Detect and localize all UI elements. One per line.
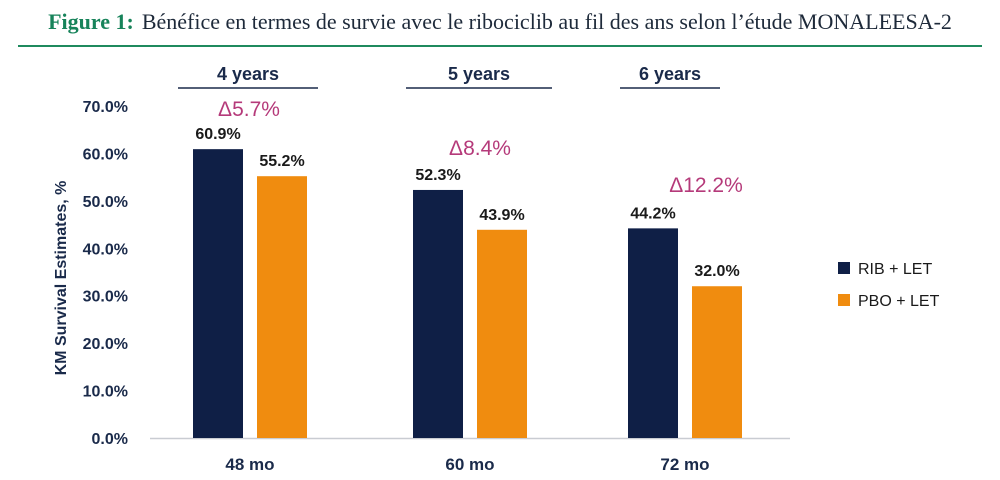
group-titles: 4 years 5 years 6 years xyxy=(178,64,720,89)
bar-rib-let xyxy=(628,228,678,438)
bar-rib-let xyxy=(413,189,463,438)
y-tick-label: 70.0% xyxy=(83,99,128,116)
legend-label: PBO + LET xyxy=(858,293,940,310)
legend-swatch xyxy=(838,294,850,306)
y-tick-label: 30.0% xyxy=(83,289,128,306)
y-axis-label: KM Survival Estimates, % xyxy=(53,181,70,376)
group-title: 4 years xyxy=(217,64,279,84)
x-tick-label: 48 mo xyxy=(225,455,274,474)
figure-caption-text: Bénéfice en termes de survie avec le rib… xyxy=(141,9,952,34)
group-title: 6 years xyxy=(639,64,701,84)
delta-label: Δ8.4% xyxy=(449,137,511,160)
category-labels: 48 mo 60 mo 72 mo xyxy=(225,455,709,474)
delta-label: Δ12.2% xyxy=(669,174,743,197)
legend: RIB + LET PBO + LET xyxy=(838,261,940,310)
y-tick-label: 40.0% xyxy=(83,241,128,258)
figure-label: Figure 1: xyxy=(48,9,134,34)
data-label: 52.3% xyxy=(415,167,460,184)
delta-label: Δ5.7% xyxy=(218,98,280,121)
header-divider xyxy=(18,45,982,47)
y-tick-label: 60.0% xyxy=(83,146,128,163)
y-tick-label: 20.0% xyxy=(83,336,128,353)
data-label: 55.2% xyxy=(259,153,304,170)
bar-pbo-let xyxy=(692,286,742,438)
x-tick-label: 72 mo xyxy=(660,455,709,474)
y-tick-label: 50.0% xyxy=(83,194,128,211)
x-tick-label: 60 mo xyxy=(445,455,494,474)
y-tick-label: 10.0% xyxy=(83,384,128,401)
data-label: 44.2% xyxy=(630,205,675,222)
bars xyxy=(193,149,742,439)
bar-pbo-let xyxy=(477,229,527,438)
data-labels: 60.9% 55.2% 52.3% 43.9% 44.2% 32.0% xyxy=(195,126,739,280)
legend-swatch xyxy=(838,262,850,274)
bar-pbo-let xyxy=(257,176,307,439)
delta-labels: Δ5.7% Δ8.4% Δ12.2% xyxy=(218,98,743,197)
group-title: 5 years xyxy=(448,64,510,84)
legend-label: RIB + LET xyxy=(858,261,932,278)
y-axis-ticks: 0.0% 10.0% 20.0% 30.0% 40.0% 50.0% 60.0% 70.0% xyxy=(83,99,128,448)
data-label: 60.9% xyxy=(195,126,240,143)
data-label: 32.0% xyxy=(694,263,739,280)
bar-rib-let xyxy=(193,149,243,438)
data-label: 43.9% xyxy=(479,207,524,224)
y-tick-label: 0.0% xyxy=(92,431,128,448)
figure-caption: Figure 1: Bénéfice en termes de survie a… xyxy=(0,0,1000,44)
